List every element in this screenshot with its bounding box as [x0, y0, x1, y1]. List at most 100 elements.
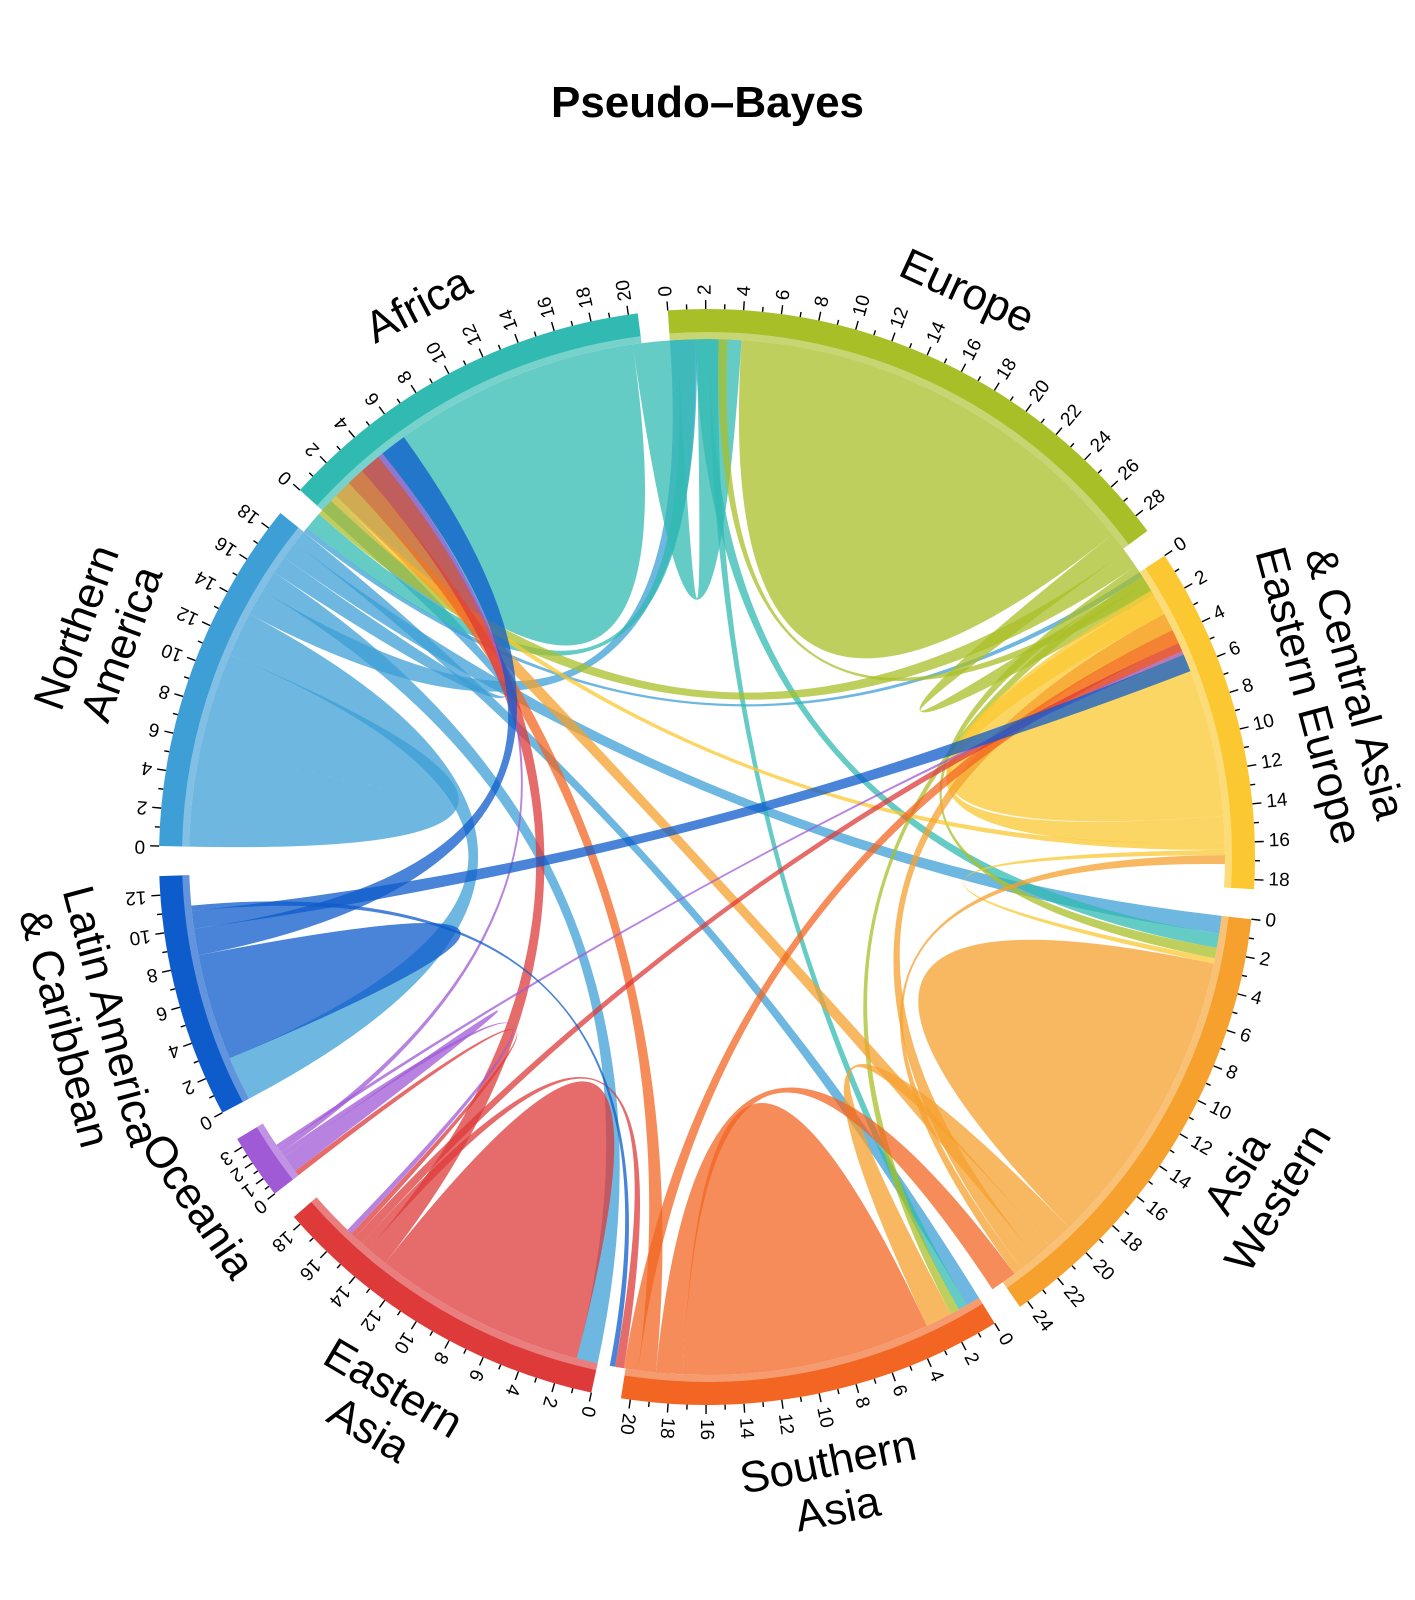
- tick-mark: [1027, 1300, 1034, 1310]
- tick-mark: [1245, 956, 1255, 960]
- tick-label: 10: [849, 293, 875, 319]
- tick-label: 28: [1140, 485, 1170, 515]
- tick-mark: [1193, 601, 1199, 606]
- ribbon-eastern-europe-and-central-asia-to-europe: [946, 590, 1225, 844]
- region-arc: [293, 1197, 598, 1393]
- tick-label: 0: [274, 466, 296, 489]
- tick-label: 4: [1249, 987, 1265, 1010]
- tick-label: 18: [573, 285, 598, 310]
- tick-mark: [1216, 652, 1226, 658]
- tick-mark: [242, 1154, 248, 1159]
- tick-label: 12: [1187, 1131, 1216, 1160]
- tick-mark: [378, 1299, 386, 1308]
- tick-mark: [348, 430, 356, 438]
- tick-mark: [197, 640, 203, 644]
- tick-label: 10: [128, 925, 152, 949]
- tick-mark: [514, 1371, 520, 1381]
- tick-label: 4: [330, 412, 353, 434]
- tick-mark: [429, 1330, 434, 1336]
- tick-mark: [762, 1402, 765, 1408]
- tick-mark: [292, 483, 301, 491]
- tick-label: 18: [1268, 869, 1290, 891]
- tick-mark: [255, 1178, 264, 1185]
- tick-mark: [837, 1389, 840, 1395]
- tick-mark: [533, 331, 537, 337]
- tick-mark: [818, 311, 822, 321]
- tick-mark: [926, 1358, 932, 1368]
- tick-mark: [994, 1323, 1001, 1332]
- tick-label: 0: [994, 1330, 1017, 1350]
- tick-mark: [588, 1392, 592, 1402]
- tick-mark: [1071, 1265, 1076, 1270]
- tick-mark: [1085, 1252, 1093, 1260]
- tick-mark: [799, 1396, 803, 1403]
- tick-label: 14: [1165, 1165, 1195, 1195]
- tick-label: 18: [656, 1417, 678, 1440]
- tick-mark: [208, 1095, 215, 1099]
- ribbon-eastern-europe-and-central-asia-to-northern-america: [330, 495, 1225, 850]
- tick-mark: [162, 950, 168, 954]
- tick-label: 16: [295, 1255, 325, 1285]
- tick-mark: [891, 332, 896, 342]
- tick-label: 16: [958, 335, 986, 363]
- tick-label: 16: [1142, 1197, 1172, 1227]
- tick-mark: [781, 1399, 784, 1409]
- tick-label: 2: [538, 1394, 561, 1410]
- tick-label: 10: [1251, 710, 1276, 735]
- tick-mark: [462, 360, 467, 366]
- tick-mark: [514, 333, 519, 343]
- tick-mark: [993, 382, 1000, 391]
- tick-mark: [378, 406, 386, 415]
- tick-mark: [961, 1341, 967, 1351]
- ribbon-northern-america-to-northern-america: [189, 654, 459, 848]
- tick-mark: [1112, 1225, 1120, 1233]
- tick-label: 8: [1223, 1061, 1241, 1084]
- tick-mark: [836, 319, 840, 325]
- ribbon-africa-to-africa: [334, 344, 646, 646]
- tick-label: 8: [394, 367, 417, 387]
- tick-mark: [1025, 403, 1032, 412]
- tick-mark: [1241, 974, 1248, 978]
- ribbon-latin-america-and-caribbean-to-europe: [191, 654, 1191, 929]
- tick-label: 22: [1059, 1282, 1089, 1312]
- tick-mark: [309, 1237, 314, 1243]
- tick-label: 16: [212, 532, 241, 561]
- ribbon-europe-to-europe: [738, 340, 1113, 659]
- tick-mark: [1232, 1011, 1238, 1015]
- tick-label: 10: [812, 1405, 837, 1430]
- tick-mark: [550, 321, 555, 331]
- tick-mark: [570, 1388, 574, 1394]
- tick-mark: [1197, 1099, 1207, 1106]
- tick-mark: [172, 712, 178, 716]
- tick-mark: [909, 1365, 913, 1371]
- tick-mark: [1237, 993, 1247, 997]
- tick-mark: [1009, 396, 1014, 402]
- tick-mark: [799, 311, 802, 318]
- region-label: Europe: [892, 239, 1041, 343]
- tick-label: 14: [191, 566, 220, 595]
- tick-mark: [182, 1042, 192, 1048]
- tick-mark: [1209, 636, 1215, 640]
- tick-label: 10: [159, 639, 186, 666]
- ribbon-northern-america-to-africa: [274, 497, 507, 699]
- tick-mark: [1239, 726, 1249, 730]
- tick-mark: [1251, 918, 1261, 921]
- ribbon-eastern-asia-to-eastern-asia: [385, 1081, 615, 1359]
- tick-mark: [626, 305, 630, 315]
- tick-mark: [909, 342, 913, 349]
- tick-label: 8: [145, 963, 160, 986]
- ribbon-northern-america-to-latin-america-and-caribbean: [229, 614, 479, 1099]
- ribbon-western-asia-to-southern-asia: [843, 1063, 1070, 1327]
- region-arc: [159, 875, 249, 1113]
- tick-label: 8: [1240, 675, 1256, 698]
- region-arc-band: [669, 332, 1129, 549]
- region-arc: [159, 513, 304, 847]
- tick-mark: [308, 472, 314, 477]
- tick-mark: [213, 605, 219, 610]
- tick-mark: [1179, 1133, 1189, 1140]
- tick-mark: [214, 1112, 223, 1118]
- tick-mark: [186, 656, 196, 662]
- tick-label: 10: [423, 338, 451, 367]
